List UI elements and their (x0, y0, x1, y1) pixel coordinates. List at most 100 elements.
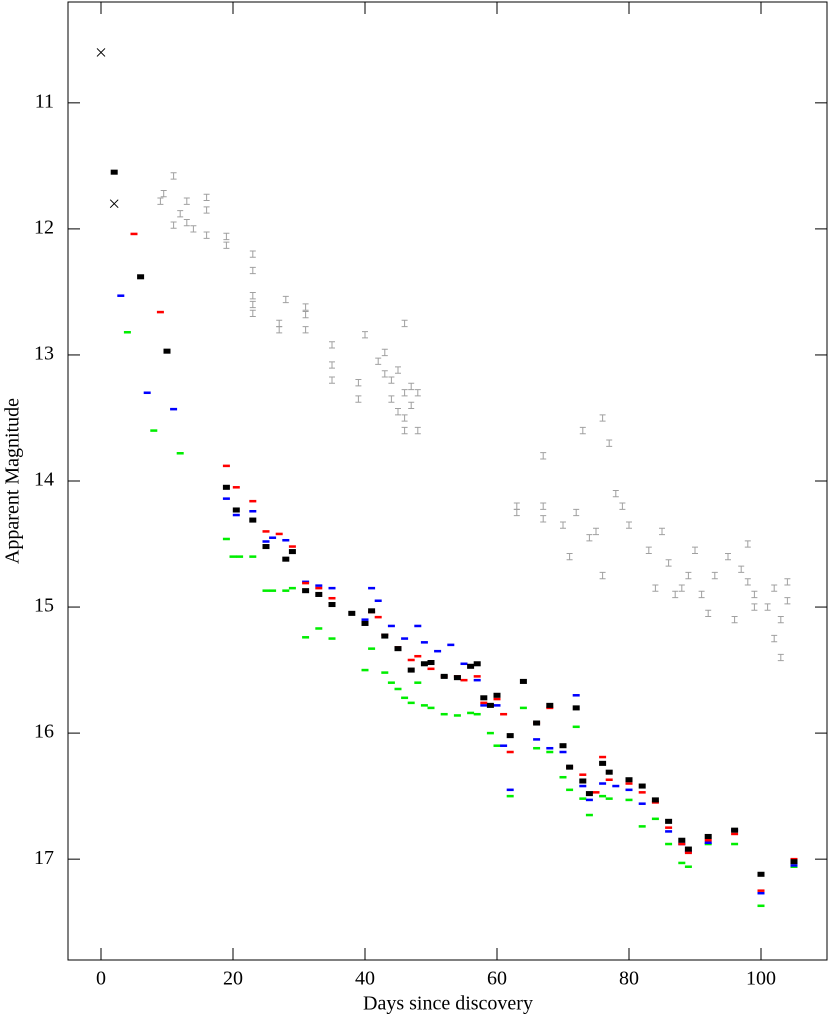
y-axis-label: Apparent Magnitude (2, 398, 24, 564)
magnitude-point (493, 697, 501, 701)
magnitude-point (447, 643, 455, 647)
error-bar (619, 502, 626, 510)
magnitude-point (414, 624, 422, 628)
magnitude-point (566, 764, 574, 770)
magnitude-point (500, 712, 508, 716)
x-tick-label: 60 (487, 968, 507, 990)
plot-frame (67, 1, 828, 961)
error-bar (249, 300, 256, 309)
magnitude-point (704, 841, 712, 845)
magnitude-point (315, 627, 323, 630)
magnitude-point (704, 833, 712, 839)
error-bar (302, 326, 309, 334)
error-bar (401, 414, 408, 422)
magnitude-point (302, 636, 310, 639)
magnitude-point (229, 555, 237, 558)
error-bar (626, 521, 632, 529)
error-bar (249, 266, 256, 275)
magnitude-point (460, 662, 468, 666)
error-bar (355, 395, 362, 403)
magnitude-point (269, 536, 277, 539)
cross-marker (96, 48, 106, 57)
magnitude-point (480, 695, 488, 701)
magnitude-point (546, 746, 554, 750)
error-bar (685, 571, 692, 580)
error-bar (540, 515, 547, 523)
magnitude-point (361, 668, 369, 672)
magnitude-point (368, 608, 376, 614)
error-bar (362, 331, 368, 339)
magnitude-point (348, 610, 356, 616)
magnitude-point (572, 705, 580, 711)
error-bar (784, 578, 791, 586)
error-bar (678, 584, 685, 592)
error-bar (302, 303, 309, 311)
error-bar (395, 408, 401, 416)
magnitude-point (467, 663, 475, 669)
magnitude-point (665, 826, 673, 829)
magnitude-point (414, 654, 422, 658)
magnitude-point (407, 667, 415, 673)
magnitude-point (757, 889, 765, 892)
error-bar (276, 319, 283, 328)
magnitude-point (420, 641, 428, 644)
magnitude-point (533, 746, 541, 750)
magnitude-point (249, 517, 257, 523)
magnitude-point (684, 851, 692, 855)
magnitude-point (440, 673, 448, 679)
magnitude-point (579, 773, 587, 776)
magnitude-point (665, 842, 673, 846)
error-bar (560, 521, 566, 529)
error-bar (381, 370, 388, 378)
magnitude-point (572, 725, 580, 729)
magnitude-point (678, 861, 686, 865)
magnitude-point (434, 649, 442, 653)
magnitude-point (249, 555, 257, 558)
magnitude-point (757, 904, 765, 908)
magnitude-point (533, 720, 541, 726)
error-bar (738, 565, 745, 573)
magnitude-point (222, 484, 230, 490)
magnitude-point (288, 549, 296, 555)
error-bar (414, 426, 421, 435)
error-bar (744, 578, 751, 586)
error-bar (203, 206, 210, 214)
magnitude-point (387, 624, 395, 628)
magnitude-point (460, 678, 468, 682)
magnitude-point (665, 830, 673, 833)
error-bar (665, 559, 672, 567)
magnitude-point (163, 348, 171, 354)
magnitude-point (123, 330, 131, 334)
magnitude-point (599, 755, 607, 759)
magnitude-point (374, 599, 382, 603)
error-bar (599, 571, 606, 580)
magnitude-point (519, 706, 527, 710)
error-bar (513, 508, 520, 517)
error-bar (771, 634, 778, 643)
magnitude-point (368, 647, 376, 650)
magnitude-point (757, 891, 765, 895)
error-bar (183, 197, 190, 205)
magnitude-point (599, 794, 607, 798)
error-bar (276, 326, 283, 334)
magnitude-point (625, 777, 633, 783)
x-tick-label: 80 (619, 968, 639, 990)
error-bar (731, 616, 738, 624)
magnitude-point (275, 532, 283, 536)
magnitude-point (579, 784, 587, 788)
magnitude-point (394, 687, 402, 691)
magnitude-point (572, 694, 580, 697)
magnitude-point (302, 581, 310, 585)
magnitude-point (605, 778, 613, 782)
error-bar (612, 489, 619, 498)
error-bar (566, 552, 573, 561)
magnitude-point (599, 760, 607, 766)
magnitude-point (790, 859, 798, 865)
magnitude-point (790, 864, 798, 867)
x-tick-label: 100 (746, 968, 776, 990)
magnitude-point (731, 827, 739, 833)
magnitude-point (176, 452, 184, 455)
y-tick-label: 17 (34, 847, 54, 869)
magnitude-point (493, 692, 501, 698)
